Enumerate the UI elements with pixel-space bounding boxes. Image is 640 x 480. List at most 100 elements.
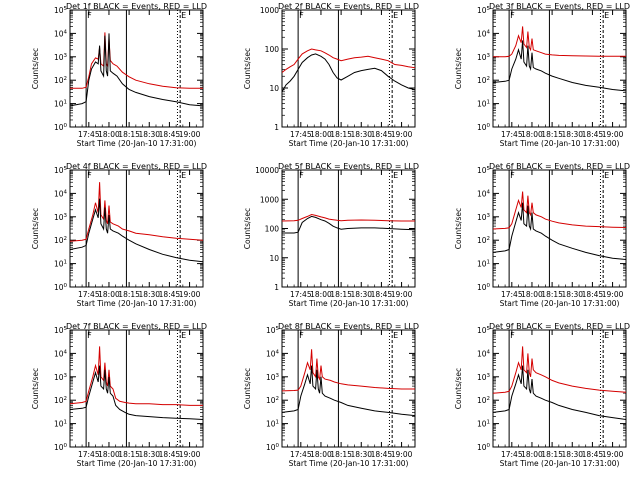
y-tick-exponent: 0: [276, 443, 280, 449]
y-tick-label: 101: [54, 100, 67, 109]
y-tick-label: 102: [54, 76, 67, 85]
x-tick-label: 19:00: [602, 450, 624, 459]
panel-title: Det 4f BLACK = Events, RED = LLD: [66, 162, 207, 171]
x-axis-label: Start Time (20-Jan-10 17:31:00): [77, 299, 197, 308]
time-marker-label: F: [87, 11, 92, 20]
y-tick-exponent: 2: [487, 76, 491, 82]
y-tick-label: 101: [266, 420, 279, 429]
y-tick-label: 105: [477, 166, 491, 175]
y-tick-exponent: 0: [487, 283, 491, 289]
x-tick-label: 17:45: [501, 130, 523, 139]
y-tick-exponent: 1: [64, 260, 68, 266]
y-tick-exponent: 3: [487, 373, 491, 379]
time-marker-label: F: [299, 331, 304, 340]
time-marker-label: E: [181, 171, 186, 180]
y-tick-exponent: 2: [487, 236, 491, 242]
y-tick-label: 104: [54, 349, 68, 358]
series-events-line: [70, 198, 203, 263]
x-tick-label: 18:00: [310, 130, 332, 139]
x-tick-label: 18:00: [98, 290, 120, 299]
time-marker-label: E: [604, 331, 609, 340]
time-marker-label: E: [604, 171, 609, 180]
panel-title: Det 6f BLACK = Events, RED = LLD: [489, 162, 630, 171]
y-tick-label: 100: [54, 123, 68, 132]
panel-title: Det 7f BLACK = Events, RED = LLD: [66, 322, 207, 331]
series-lld-line: [493, 346, 626, 394]
y-tick-exponent: 0: [64, 443, 68, 449]
y-tick-exponent: 3: [487, 53, 491, 59]
y-tick-label: 101: [54, 420, 67, 429]
y-tick-label: 105: [266, 326, 280, 335]
panel-det-3: Det 3f BLACK = Events, RED = LLD10010110…: [454, 2, 630, 148]
x-tick-label: 18:45: [582, 290, 604, 299]
time-marker-label: F: [510, 171, 515, 180]
y-tick-label: 104: [477, 189, 491, 198]
x-tick-label: 18:00: [98, 130, 120, 139]
panel-det-4: Det 4f BLACK = Events, RED = LLD 100 101 10…: [31, 162, 207, 308]
y-axis-label: Counts/sec: [31, 208, 40, 249]
x-tick-label: 19:00: [602, 130, 624, 139]
y-tick-exponent: 0: [64, 123, 68, 129]
x-tick-label: 18:15: [541, 450, 563, 459]
y-tick-label: 102: [477, 236, 490, 245]
time-marker-label: F: [299, 11, 304, 20]
panel-det-8: Det 8f BLACK = Events, RED = LLD10010110…: [243, 322, 419, 468]
y-tick-label: 101: [477, 260, 490, 269]
y-tick-label: 104: [54, 29, 68, 38]
y-tick-exponent: 5: [64, 326, 68, 332]
x-tick-label: 18:45: [371, 290, 393, 299]
y-tick-exponent: 2: [64, 396, 68, 402]
x-tick-label: 17:45: [78, 290, 100, 299]
y-tick-label: 105: [54, 166, 68, 175]
y-tick-exponent: 4: [276, 349, 280, 355]
panel-title: Det 8f BLACK = Events, RED = LLD: [278, 322, 419, 331]
y-tick-label: 101: [54, 260, 67, 269]
y-axis-label: Counts/sec: [454, 368, 463, 409]
y-tick-label: 105: [54, 6, 68, 15]
y-tick-exponent: 3: [64, 373, 68, 379]
time-marker-label: F: [510, 11, 515, 20]
x-axis-label: Start Time (20-Jan-10 17:31:00): [500, 459, 620, 468]
panel-title: Det 2f BLACK = Events, RED = LLD: [278, 2, 419, 11]
y-tick-label: 104: [477, 349, 491, 358]
series-lld-line: [282, 349, 415, 392]
series-lld-line: [70, 346, 203, 406]
x-axis-label: Start Time (20-Jan-10 17:31:00): [289, 459, 409, 468]
y-tick-exponent: 5: [487, 326, 491, 332]
panel-det-5: Det 5f BLACK = Events, RED = LLD 1 10 100 10…: [243, 162, 419, 308]
y-tick-label: 105: [54, 326, 68, 335]
x-tick-label: 18:00: [521, 450, 543, 459]
panel-det-9: Det 9f BLACK = Events, RED = LLD10010110…: [454, 322, 630, 468]
y-tick-exponent: 3: [487, 213, 491, 219]
plot-frame: [492, 169, 627, 288]
series-events-line: [70, 365, 203, 420]
y-tick-label: 102: [266, 396, 279, 405]
x-axis-label: Start Time (20-Jan-10 17:31:00): [289, 299, 409, 308]
y-tick-label: 1: [274, 123, 279, 132]
x-tick-label: 19:00: [179, 450, 201, 459]
x-tick-label: 18:15: [330, 450, 352, 459]
panel-title: Det 1f BLACK = Events, RED = LLD: [66, 2, 207, 11]
y-tick-label: 102: [54, 236, 67, 245]
x-tick-label: 18:30: [138, 290, 160, 299]
y-tick-label: 100: [54, 283, 68, 292]
time-marker-label: E: [181, 11, 186, 20]
x-tick-label: 18:15: [541, 290, 563, 299]
time-marker-label: E: [181, 331, 186, 340]
plot-frame: [69, 329, 204, 448]
y-tick-exponent: 1: [64, 420, 68, 426]
series-events-line: [493, 365, 626, 420]
x-tick-label: 18:00: [98, 450, 120, 459]
y-tick-exponent: 5: [487, 166, 491, 172]
x-tick-label: 18:30: [561, 130, 583, 139]
y-tick-exponent: 2: [487, 396, 491, 402]
y-axis-label: Counts/sec: [454, 208, 463, 249]
y-tick-label: 103: [477, 373, 491, 382]
y-tick-label: 1: [274, 283, 279, 292]
x-tick-label: 19:00: [391, 290, 413, 299]
y-axis-label: Counts/sec: [243, 48, 252, 89]
time-marker-label: E: [393, 11, 398, 20]
y-tick-label: 104: [477, 29, 491, 38]
y-tick-label: 1000: [260, 6, 279, 15]
x-axis-label: Start Time (20-Jan-10 17:31:00): [500, 139, 620, 148]
